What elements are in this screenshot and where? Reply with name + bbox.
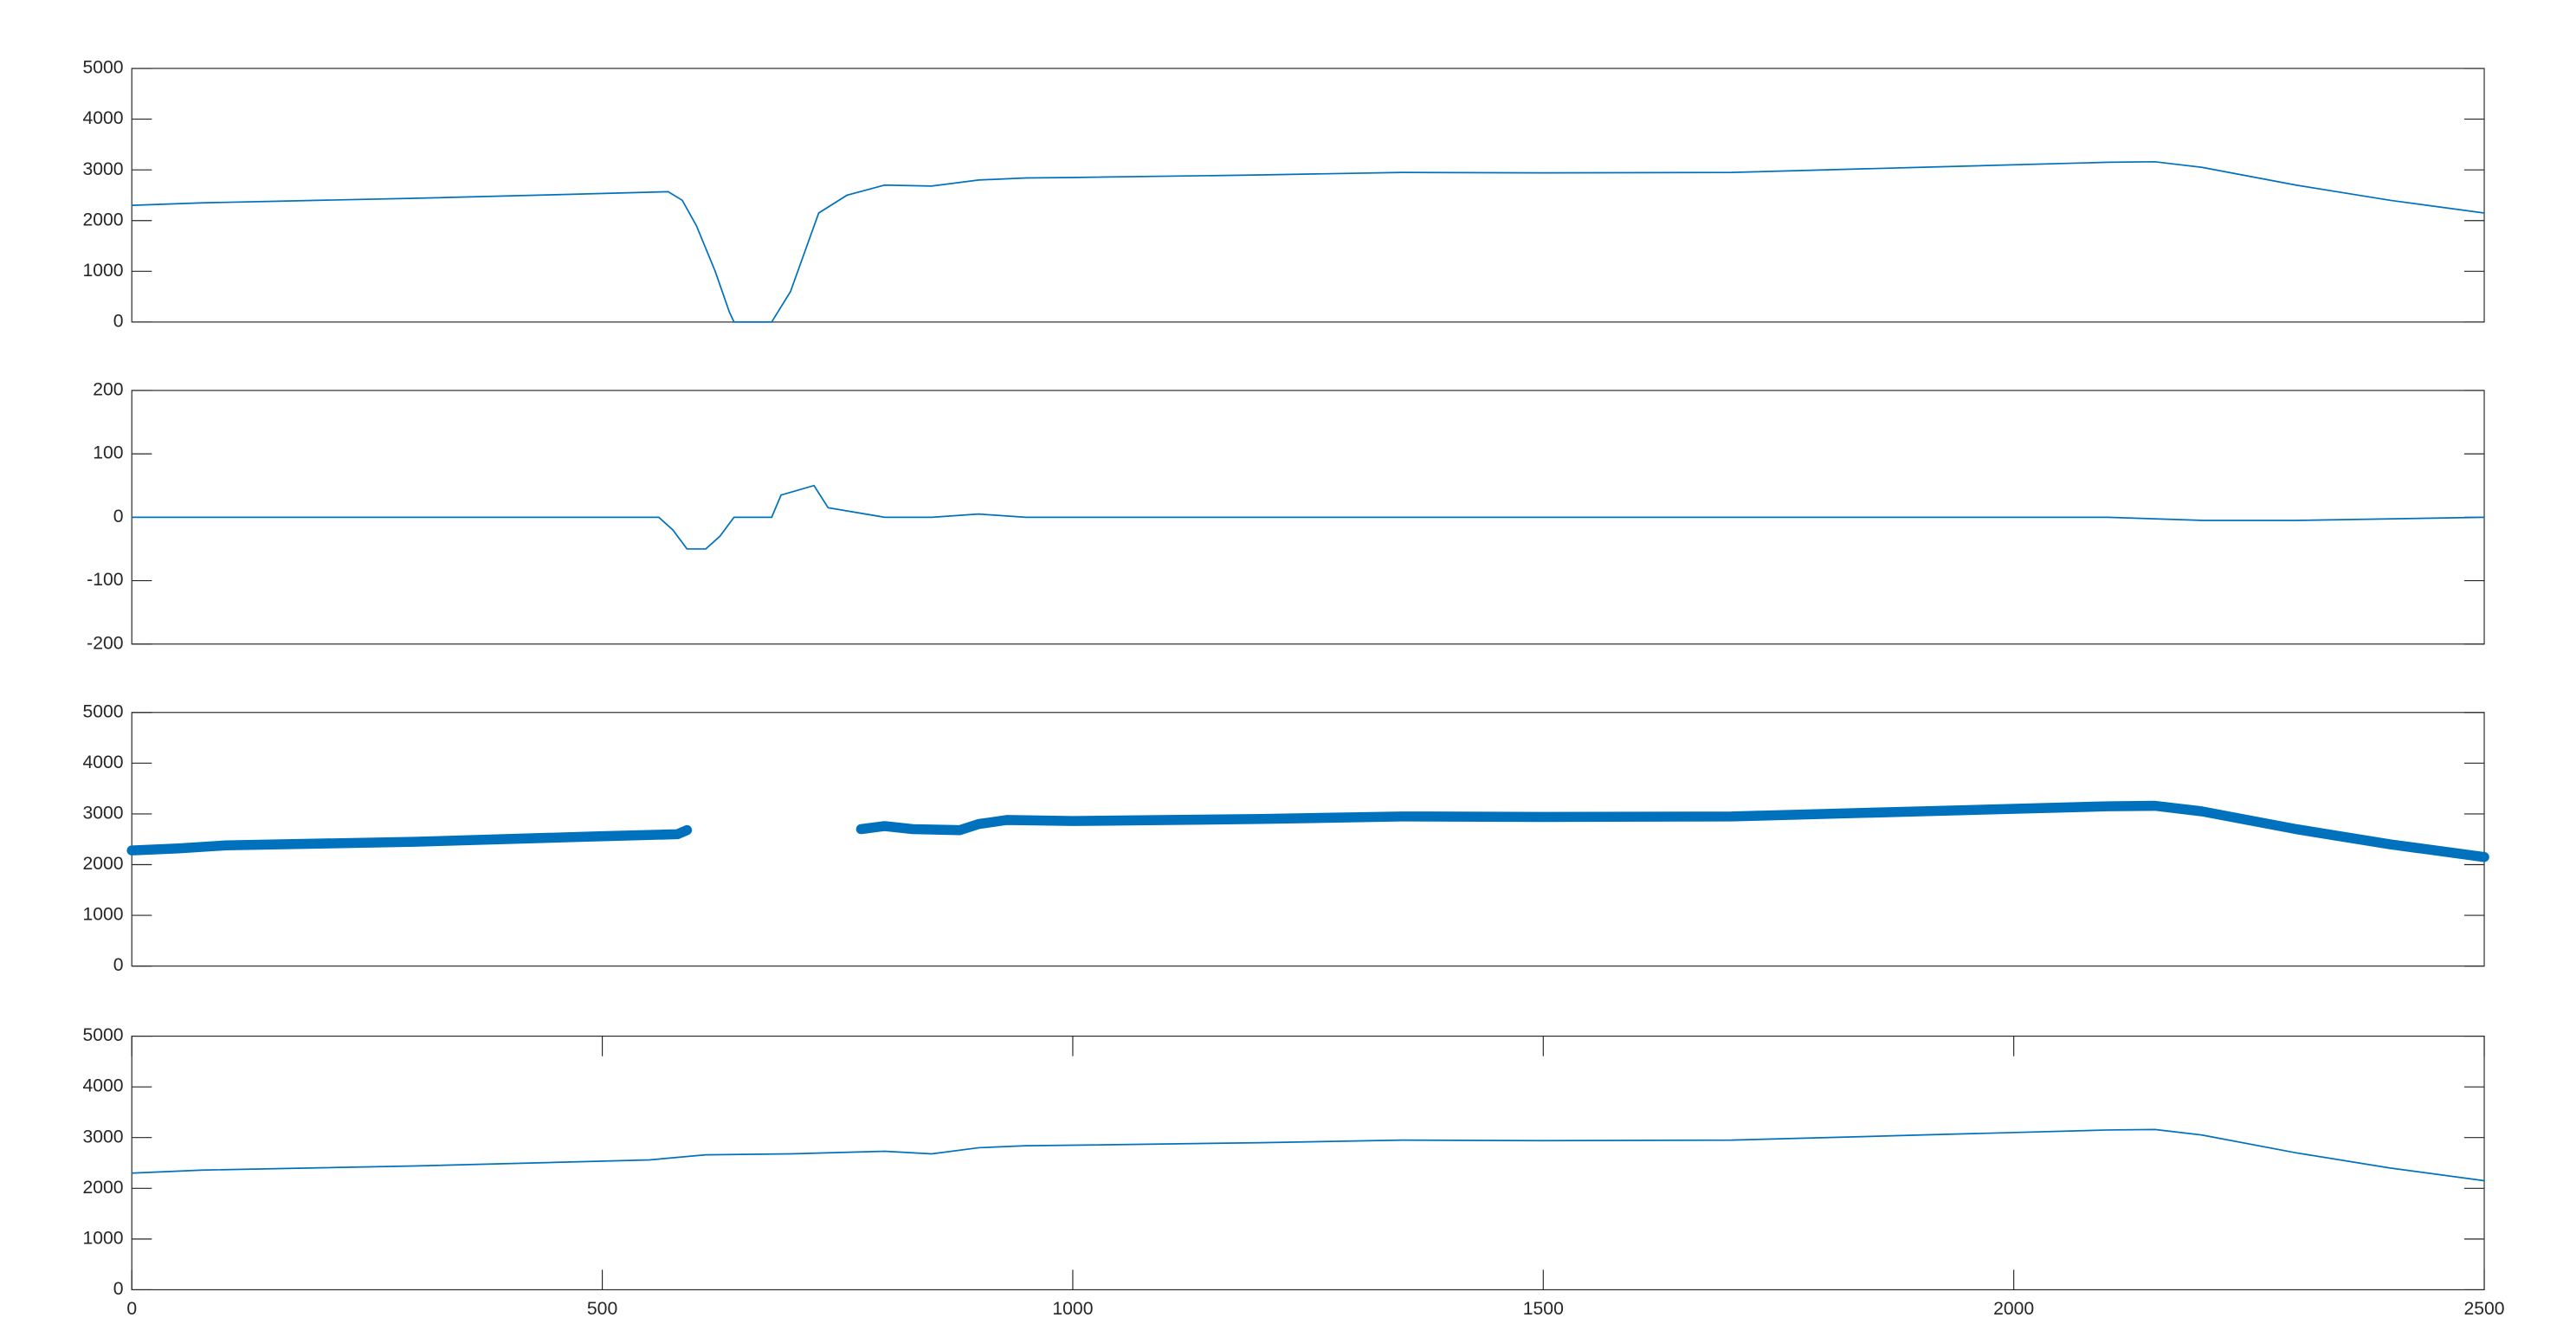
data-line xyxy=(132,160,2485,323)
x-tick-label: 1000 xyxy=(1052,1299,1093,1319)
y-tick-label: 4000 xyxy=(82,1076,123,1096)
axes-box xyxy=(131,68,2485,323)
subplot: -200 -100 0 100 200 xyxy=(87,379,2485,653)
subplot: 0 1000 2000 3000 4000 5000 0 500 1000 1500 2000 250… xyxy=(82,1025,2504,1319)
y-tick-label: 2000 xyxy=(82,1178,123,1198)
data-line xyxy=(132,1128,2485,1182)
y-tick-label: 0 xyxy=(113,1279,124,1299)
data-line xyxy=(132,484,2485,550)
y-tick-label: 3000 xyxy=(82,159,123,179)
data-line xyxy=(126,800,2489,862)
x-tick-label: 1500 xyxy=(1523,1299,1564,1319)
y-tick-label: 3000 xyxy=(82,804,123,824)
x-tick-label: 2500 xyxy=(2463,1299,2504,1319)
subplot: 0 1000 2000 3000 4000 5000 xyxy=(82,58,2485,331)
x-tick-label: 500 xyxy=(587,1299,617,1319)
axes-box xyxy=(131,712,2485,967)
y-tick-label: 3000 xyxy=(82,1127,123,1146)
y-tick-label: 5000 xyxy=(82,1025,123,1045)
y-tick-label: 1000 xyxy=(82,905,123,925)
axes-box xyxy=(131,1035,2485,1291)
y-tick-label: 4000 xyxy=(82,752,123,772)
x-tick-label: 0 xyxy=(126,1299,137,1319)
y-tick-label: 100 xyxy=(93,443,123,463)
y-tick-label: 1000 xyxy=(82,261,123,281)
y-tick-label: 5000 xyxy=(82,58,123,78)
y-tick-label: -200 xyxy=(87,633,123,653)
y-tick-label: 0 xyxy=(113,507,124,526)
y-tick-label: 0 xyxy=(113,955,124,975)
x-tick-label: 2000 xyxy=(1993,1299,2034,1319)
subplot: 0 1000 2000 3000 4000 5000 xyxy=(82,701,2489,975)
y-tick-label: -100 xyxy=(87,570,123,590)
y-tick-label: 4000 xyxy=(82,108,123,128)
y-tick-label: 2000 xyxy=(82,854,123,874)
y-tick-label: 5000 xyxy=(82,701,123,721)
y-tick-label: 2000 xyxy=(82,210,123,229)
y-tick-label: 0 xyxy=(113,311,124,331)
y-tick-label: 200 xyxy=(93,379,123,399)
y-tick-label: 1000 xyxy=(82,1228,123,1248)
